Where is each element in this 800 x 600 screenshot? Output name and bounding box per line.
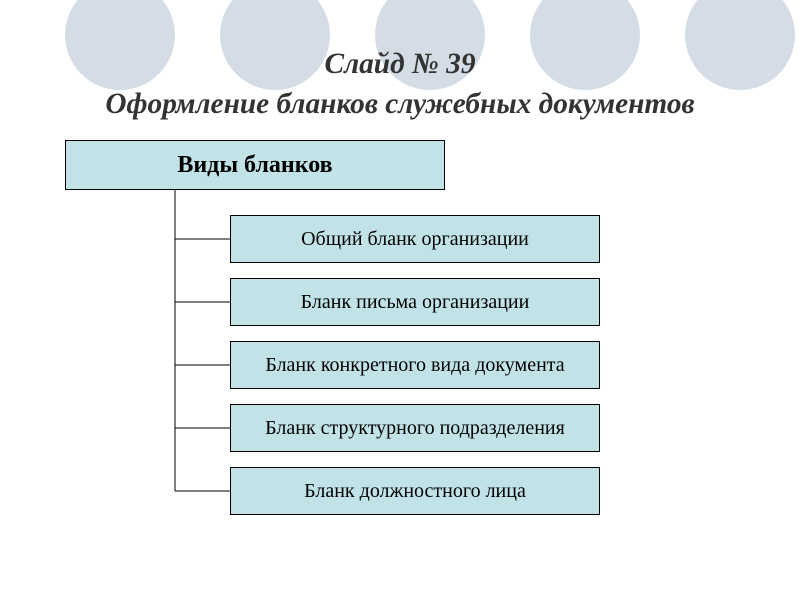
child-label: Бланк письма организации xyxy=(301,291,530,314)
child-label: Бланк конкретного вида документа xyxy=(265,354,564,377)
child-label: Общий бланк организации xyxy=(301,228,529,251)
child-node: Бланк структурного подразделения xyxy=(230,404,600,452)
slide-number: Слайд № 39 xyxy=(0,48,800,81)
child-node: Общий бланк организации xyxy=(230,215,600,263)
child-node: Бланк должностного лица xyxy=(230,467,600,515)
root-label: Виды бланков xyxy=(177,152,332,179)
child-node: Бланк конкретного вида документа xyxy=(230,341,600,389)
child-node: Бланк письма организации xyxy=(230,278,600,326)
child-label: Бланк должностного лица xyxy=(304,480,526,503)
slide-title: Оформление бланков служебных документов xyxy=(0,88,800,121)
child-label: Бланк структурного подразделения xyxy=(265,417,565,440)
root-node: Виды бланков xyxy=(65,140,445,190)
